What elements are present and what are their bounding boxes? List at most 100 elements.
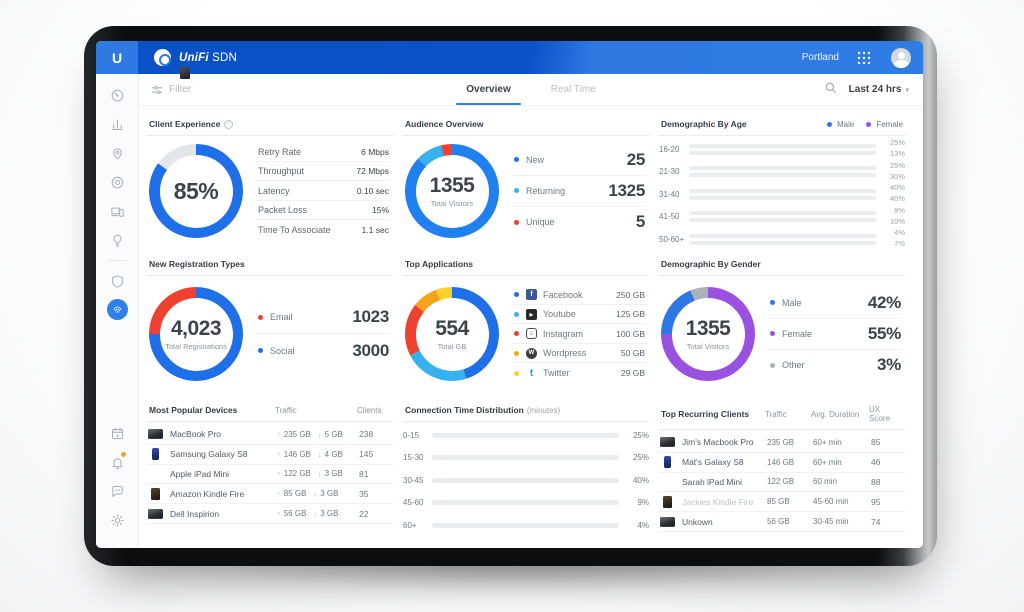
table-row: Samsung Galaxy S8 ↑ 146 GB ↓ 4 GB 145 — [147, 445, 393, 465]
device-thumbnail — [152, 448, 159, 461]
download-arrow-icon: ↓ — [313, 489, 318, 499]
topbar: U UniFi SDN Portland — [96, 41, 923, 74]
speedometer-icon[interactable] — [106, 84, 128, 106]
total-visitors: 1355 — [429, 173, 475, 197]
sidebar-divider — [107, 260, 127, 261]
apps-grid-icon[interactable] — [857, 51, 871, 65]
age-legend: Male Female — [826, 120, 903, 129]
view-tabs: Overview Real Time — [139, 74, 923, 105]
table-title: Top Recurring Clients — [661, 409, 750, 419]
site-selector[interactable]: Portland — [801, 52, 839, 63]
legend-dot — [826, 121, 832, 127]
stat-row: Packet Loss 15% — [256, 201, 391, 221]
filter-button[interactable]: Filter — [151, 84, 191, 96]
registrations-legend: Email 1023 Social 3000 — [256, 301, 391, 367]
search-icon[interactable] — [824, 81, 837, 99]
app-title: UniFi SDN — [179, 52, 237, 64]
brand-name: UniFi — [179, 51, 209, 64]
age-group-row: 50-60+ 4% 7% — [659, 228, 905, 249]
info-icon[interactable]: i — [224, 119, 234, 129]
gear-icon[interactable] — [106, 509, 128, 531]
audience-donut: 1355 Total Visitors — [405, 144, 499, 238]
chat-icon[interactable] — [106, 480, 128, 502]
devices-table: MacBook Pro ↑ 235 GB ↓ 5 GB 238 Samsung Gal… — [147, 67, 393, 541]
age-chart: 16-20 25% 13% — [659, 136, 905, 255]
table-row: MacBook Pro ↑ 235 GB ↓ 5 GB 238 — [147, 425, 393, 445]
device-thumbnail — [660, 516, 675, 527]
ubiquiti-logo[interactable]: U — [96, 41, 138, 74]
clients-table: Jim's Macbook Pro 235 GB 60+ min 85 Mat'… — [180, 67, 905, 541]
download-arrow-icon: ↓ — [317, 429, 322, 439]
table-row: Unkown 56 GB 30-45 min 74 — [659, 512, 905, 532]
legend-dot — [258, 348, 263, 353]
legend-row: Other 3% — [768, 350, 903, 381]
view-tab[interactable]: Real Time — [550, 84, 596, 95]
device-thumbnail — [663, 495, 672, 508]
dashboard-grid: Client Experience i 85% — [139, 67, 923, 548]
brand-suffix: SDN — [212, 51, 238, 64]
app-brand-icon — [526, 289, 537, 300]
legend-dot — [514, 157, 519, 162]
topbar-main: UniFi SDN Portland — [138, 41, 923, 74]
filter-label: Filter — [169, 84, 192, 95]
device-thumbnail — [148, 429, 163, 440]
connection-row: 30-45 40% — [403, 475, 649, 485]
card-title: Demographic By Age — [661, 119, 747, 129]
upload-arrow-icon: ↑ — [277, 469, 281, 479]
total-visitors: 1355 — [685, 316, 731, 340]
map-pin-icon[interactable] — [106, 142, 128, 164]
legend-dot — [514, 370, 519, 376]
connection-row: 60+ 4% — [403, 520, 649, 530]
calendar-icon[interactable] — [106, 422, 128, 444]
legend-row: Returning 1325 — [512, 176, 647, 207]
user-avatar[interactable] — [891, 47, 911, 68]
application-row: Youtube 125 GB — [512, 305, 647, 325]
age-group-row: 31-40 40% 40% — [659, 183, 905, 204]
upload-arrow-icon: ↑ — [277, 429, 281, 439]
legend-dot — [770, 362, 775, 368]
card-recurring-clients: Top Recurring Clients Traffic Avg. Durat… — [180, 67, 907, 541]
table-row: Jim's Macbook Pro 235 GB 60+ min 85 — [659, 433, 905, 453]
application-row: Facebook 250 GB — [512, 285, 647, 305]
fingerprint-icon[interactable] — [106, 299, 128, 320]
card-registration-types: New Registration Types 4,023 Total Regis… — [145, 252, 395, 394]
total-gb: 554 — [435, 316, 469, 340]
legend-row: Unique 5 — [512, 207, 647, 238]
view-tab[interactable]: Overview — [450, 74, 526, 105]
bar-chart-icon[interactable] — [106, 113, 128, 135]
table-row: Apple iPad Mini ↑ 122 GB ↓ 3 GB 81 — [147, 67, 393, 485]
download-arrow-icon: ↓ — [317, 469, 322, 479]
app-brand-icon — [526, 308, 537, 320]
bell-icon[interactable] — [106, 451, 128, 473]
legend-item: Male — [826, 120, 854, 129]
app-brand-icon — [526, 368, 537, 379]
column-score: UX Score — [869, 405, 890, 423]
legend-item: Female — [866, 120, 903, 129]
card-title: New Registration Types — [149, 259, 245, 269]
app-brand-icon — [526, 347, 537, 359]
gender-donut: 1355 Total Visitors — [661, 287, 755, 381]
target-icon[interactable] — [106, 171, 128, 193]
card-title: Connection Time Distribution — [405, 405, 524, 415]
shield-icon[interactable] — [106, 270, 128, 292]
card-top-applications: Top Applications 554 Total GB — [401, 252, 651, 394]
app-brand-icon — [526, 328, 537, 339]
card-connection-time: Connection Time Distribution (minutes) 0… — [401, 398, 651, 541]
total-registrations: 4,023 — [170, 316, 222, 340]
stat-row: Latency 0.10 sec — [256, 181, 391, 201]
filter-bar: Filter Overview Real Time — [139, 74, 923, 106]
application-row: Instagram 100 GB — [512, 324, 647, 344]
download-arrow-icon: ↓ — [317, 449, 322, 459]
notification-dot — [121, 452, 126, 457]
devices-icon[interactable] — [106, 200, 128, 222]
application-row: Twitter 29 GB — [512, 363, 647, 383]
legend-row: Female 55% — [768, 319, 903, 350]
legend-dot — [514, 350, 519, 356]
connection-row: 45-60 9% — [403, 498, 649, 508]
app-screen: U UniFi SDN Portland — [96, 41, 923, 548]
lightbulb-icon[interactable] — [106, 229, 128, 251]
time-range-dropdown[interactable]: Last 24 hrs ▾ — [849, 84, 909, 95]
applications-legend: Facebook 250 GB Youtube 125 — [512, 285, 647, 383]
table-row: Sarah iPad Mini 122 GB 60 min 88 — [180, 67, 905, 493]
